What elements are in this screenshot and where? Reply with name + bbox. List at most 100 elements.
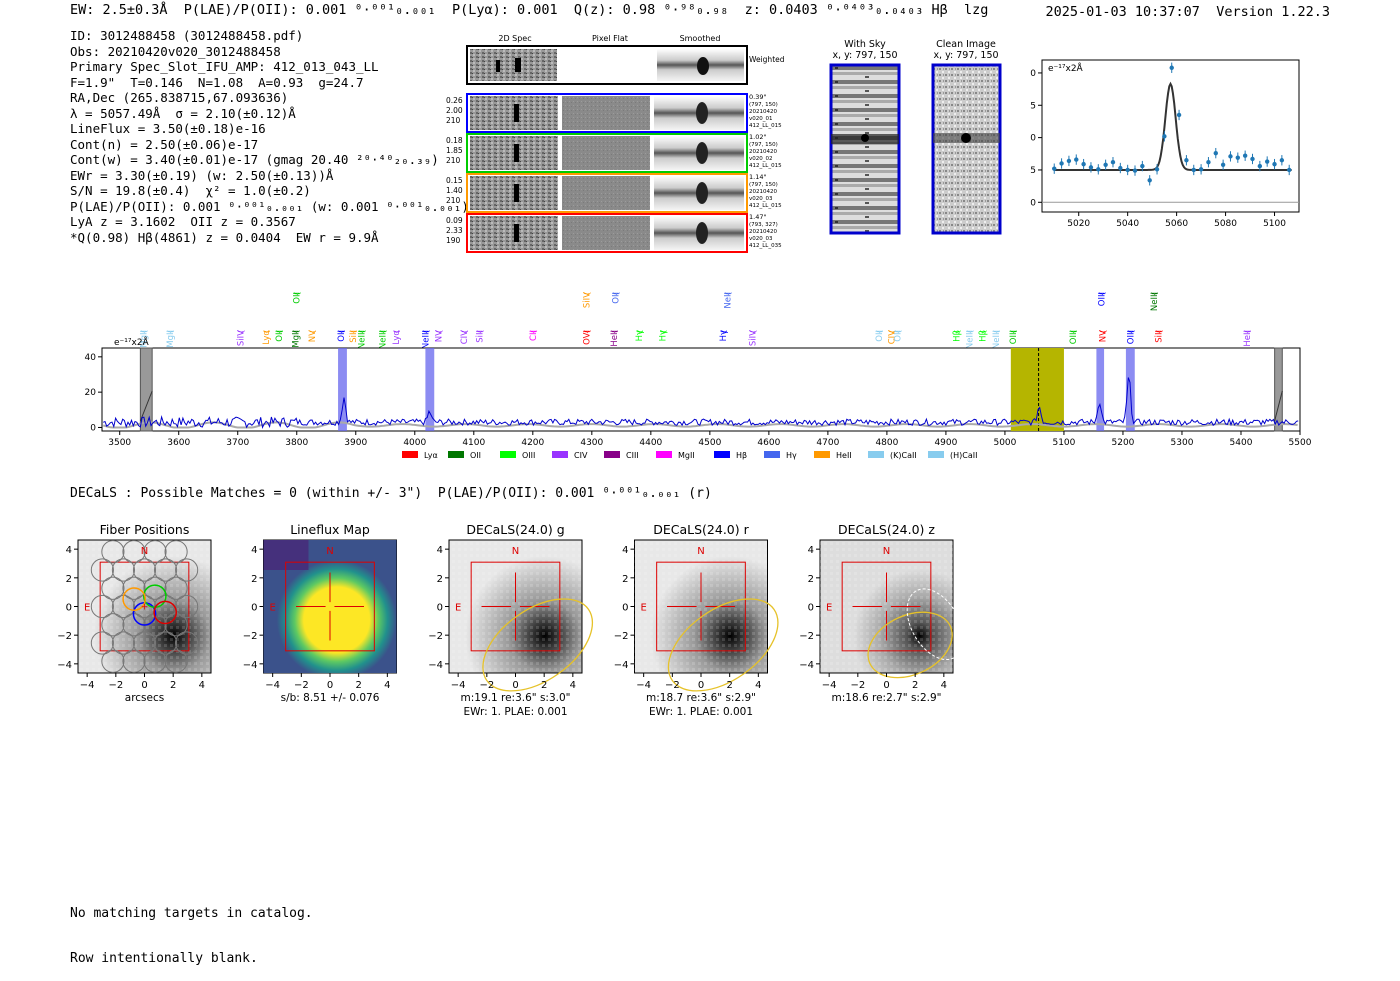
east-label: E bbox=[84, 603, 90, 614]
fiber-orange bbox=[122, 587, 146, 611]
spec-row-left-label: 190 bbox=[446, 236, 461, 245]
thumb-x-tick-label: −4 bbox=[636, 680, 651, 691]
spec-row-right-label: 20210420 bbox=[749, 109, 777, 115]
spectrum-x-tick-label: 3800 bbox=[285, 438, 308, 448]
col-header-pixelflat: Pixel Flat bbox=[592, 34, 628, 43]
emission-line-bracket: { bbox=[1070, 330, 1078, 334]
line-band bbox=[425, 348, 435, 431]
spec-row-right-label: 20210420 bbox=[749, 189, 777, 195]
emission-line-label: MgII bbox=[292, 330, 302, 348]
fit-unit-label: e⁻¹⁷x2Å bbox=[1048, 62, 1084, 74]
clean-image-title: Clean Image bbox=[936, 39, 996, 50]
emission-line-label: NeIII bbox=[966, 330, 976, 349]
spectrum-unit-label: e⁻¹⁷x2Å bbox=[114, 336, 150, 348]
info-lineflux: LineFlux = 3.50(±0.18)e-16 bbox=[70, 121, 266, 136]
emission-line-bracket: { bbox=[584, 330, 592, 334]
fit-data-point bbox=[1235, 155, 1241, 160]
line-band bbox=[1096, 348, 1105, 431]
fiber-red bbox=[153, 600, 178, 625]
emission-line-label: OIII bbox=[1127, 330, 1137, 344]
emission-line-bracket: { bbox=[393, 330, 401, 334]
emission-line-label: OIII bbox=[1009, 330, 1019, 344]
spec-row-right-label: 412_LL_015 bbox=[749, 163, 782, 169]
emission-line-bracket: { bbox=[1099, 292, 1107, 296]
thumb-y-tick-label: −2 bbox=[799, 631, 814, 642]
spectrum-x-tick-label: 4000 bbox=[403, 438, 426, 448]
legend-swatch bbox=[714, 451, 730, 458]
thumb-y-tick-label: −4 bbox=[799, 660, 814, 671]
full-spectrum-chart: MgII{MgII{SiIV{Lyα{OII{MgII{OII{NV{OII{S… bbox=[85, 292, 1312, 460]
info-ewr: EWr = 3.30(±0.19) (w: 2.50(±0.13))Å bbox=[70, 167, 334, 183]
emission-line-bracket: { bbox=[725, 292, 733, 296]
spec-row-left-label: 0.09 bbox=[446, 216, 463, 225]
fit-data-point bbox=[1206, 159, 1211, 165]
fiber-circle bbox=[111, 631, 136, 655]
spec-row-left-label: 210 bbox=[446, 116, 461, 125]
spectrum-line bbox=[102, 377, 1299, 430]
emission-line-label: NeIII bbox=[358, 330, 368, 349]
info-id: ID: 3012488458 (3012488458.pdf) bbox=[70, 28, 304, 43]
fit-data-point bbox=[1052, 166, 1057, 171]
emission-line-label: Hγ bbox=[659, 330, 669, 341]
fiber-circle bbox=[101, 576, 125, 600]
emission-line-bracket: { bbox=[461, 330, 469, 334]
fiber-circle bbox=[90, 631, 114, 655]
highlight-region bbox=[1010, 348, 1064, 431]
thumb-x-tick-label: −2 bbox=[850, 680, 865, 691]
decals-summary-line: DECaLS : Possible Matches = 0 (within +/… bbox=[70, 486, 712, 501]
fit-data-point bbox=[1169, 65, 1174, 70]
spec-row-left-label: 210 bbox=[446, 196, 461, 205]
emission-line-label: OIII bbox=[1069, 330, 1079, 344]
masked-region bbox=[1274, 347, 1283, 432]
emission-line-label: SiII bbox=[476, 330, 486, 343]
fiber-circle bbox=[122, 576, 146, 600]
spec-row-left-label: 0.18 bbox=[446, 136, 463, 145]
thumb-caption: s/b: 8.51 +/- 0.076 bbox=[281, 692, 380, 704]
emission-line-label: MgII bbox=[166, 330, 176, 348]
thumb-y-tick-label: 4 bbox=[622, 545, 628, 556]
clean-image-coords: x, y: 797, 150 bbox=[933, 50, 998, 61]
emission-line-label: OVI bbox=[583, 330, 593, 345]
with-sky-coords: x, y: 797, 150 bbox=[832, 50, 897, 61]
spec-row-right-label: (797, 150) bbox=[749, 142, 778, 148]
spec-row-right-label: 20210420 bbox=[749, 229, 777, 235]
emission-line-bracket: { bbox=[350, 330, 358, 334]
weighted-sum-label: Weighted Sum bbox=[749, 55, 785, 64]
spectrum-x-tick-label: 4400 bbox=[639, 438, 662, 448]
aperture-box bbox=[99, 561, 190, 652]
fit-x-tick-label: 5100 bbox=[1263, 219, 1286, 229]
emission-line-label: NeIII bbox=[378, 330, 388, 349]
legend-label: CIII bbox=[626, 451, 639, 460]
spec-row-smoothed-line bbox=[696, 142, 708, 164]
fit-data-point bbox=[1228, 154, 1233, 159]
fit-y-tick-label: 20 bbox=[1030, 69, 1036, 79]
thumb-fiber: Fiber Positions + N E −4 −4 −2 −2 0 0 2 2 4 4 arcsecs bbox=[57, 522, 212, 704]
emission-line-label: NV bbox=[308, 330, 318, 342]
legend-swatch bbox=[928, 451, 944, 458]
emission-line-bracket: { bbox=[294, 292, 302, 296]
weighted-sum-row: Weighted Sum bbox=[466, 45, 785, 85]
spec-row-left-label: 0.15 bbox=[446, 176, 463, 185]
info-lya: LyA z = 3.1602 OII z = 0.3567 bbox=[70, 214, 296, 229]
col-header-2dspec: 2D Spec bbox=[498, 34, 531, 43]
clean-image bbox=[931, 63, 1002, 235]
spectrum-x-tick-label: 4100 bbox=[462, 438, 485, 448]
emission-line-label: Lyα bbox=[392, 330, 402, 345]
east-label: E bbox=[455, 603, 461, 614]
emission-line-bracket: { bbox=[749, 330, 757, 334]
thumb-title: Lineflux Map bbox=[290, 522, 370, 537]
spec-row-right-label: v020_01 bbox=[749, 116, 773, 122]
legend-label: OIII bbox=[522, 451, 535, 460]
emission-line-label: OII bbox=[275, 330, 285, 342]
spec-row-right-label: 412_LL_015 bbox=[749, 203, 782, 209]
north-label: N bbox=[883, 546, 890, 557]
thumb-y-tick-label: 0 bbox=[66, 603, 72, 614]
emission-line-bracket: { bbox=[954, 330, 962, 334]
thumb-x-tick-label: 0 bbox=[327, 680, 333, 691]
thumb-lineflux: Lineflux Map N E −4 −4 −2 −2 0 0 2 2 4 4 s/b: 8.51 +/… bbox=[243, 522, 397, 704]
fiber-circle bbox=[153, 631, 178, 655]
emission-line-label: NV bbox=[1098, 330, 1108, 342]
thumb-x-tick-label: −2 bbox=[294, 680, 309, 691]
